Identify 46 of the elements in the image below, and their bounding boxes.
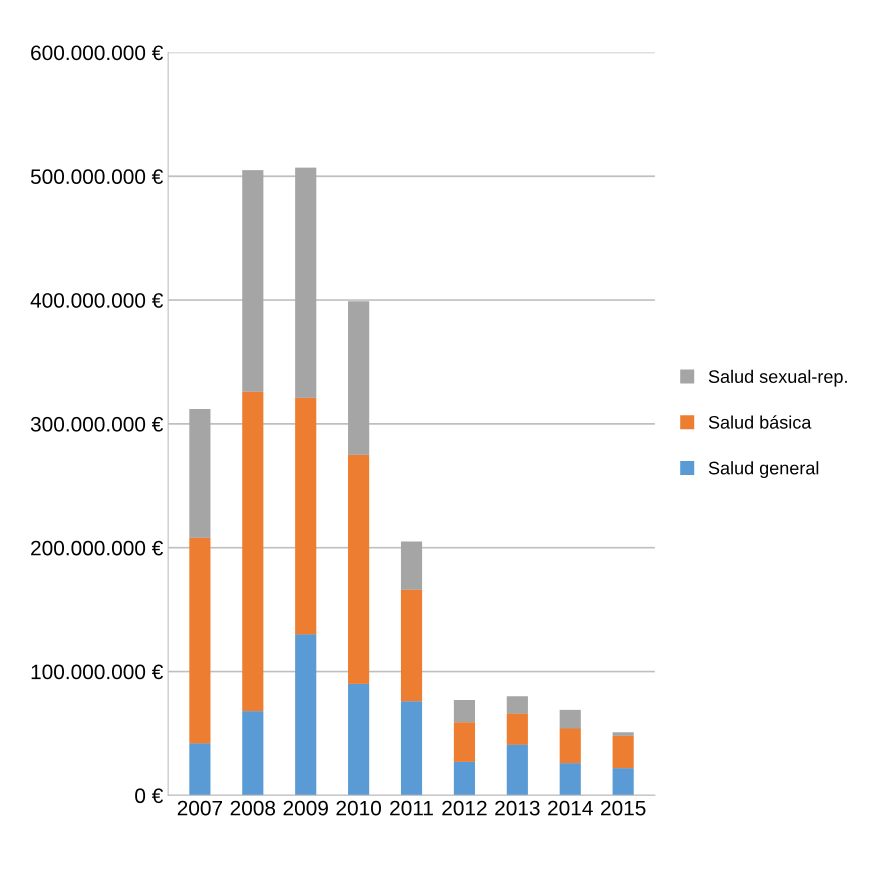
bar: [400, 701, 422, 796]
y-tick-label: 300.000.000 €: [30, 416, 164, 432]
y-tick-label: 100.000.000 €: [32, 664, 164, 680]
legend-label: Salud sexual-rep.: [708, 370, 847, 387]
bar: [400, 542, 422, 590]
x-tick-label: 2012: [442, 800, 487, 816]
bar: [242, 170, 264, 392]
bar: [560, 710, 581, 728]
legend-label: Salud básica: [708, 415, 812, 429]
bar: [400, 590, 422, 702]
bar: [348, 454, 370, 684]
bar: [189, 538, 210, 744]
legend-label: Salud general: [708, 461, 818, 478]
bar: [454, 722, 476, 762]
x-tick-label: 2008: [230, 800, 276, 816]
bar: [295, 398, 316, 634]
x-tick-label: 2015: [601, 800, 646, 816]
bar: [189, 409, 210, 538]
bar: [242, 711, 264, 796]
bar: [560, 728, 581, 764]
bar: [295, 634, 316, 796]
y-tick-label: 0 €: [135, 788, 163, 804]
bar: [189, 743, 210, 796]
y-tick-label: 400.000.000 €: [30, 293, 164, 308]
bar: [506, 714, 528, 745]
x-tick-label: 2011: [390, 800, 433, 816]
bar: [348, 301, 370, 455]
x-tick-label: 2013: [495, 800, 540, 816]
bar: [242, 392, 264, 712]
y-tick-label: 500.000.000 €: [30, 169, 164, 184]
bar: [612, 768, 634, 796]
bar: [560, 763, 581, 796]
x-tick-label: 2009: [284, 800, 328, 816]
bar: [612, 736, 634, 768]
y-tick-label: 200.000.000 €: [31, 540, 164, 556]
x-tick-label: 2010: [336, 800, 381, 816]
bar: [612, 732, 634, 736]
bar: [506, 696, 528, 714]
x-tick-label: 2007: [178, 800, 222, 816]
bar: [454, 700, 476, 722]
bar: [348, 684, 370, 796]
bar: [454, 762, 476, 796]
bar: [506, 744, 528, 796]
y-tick-label: 600.000.000 €: [31, 45, 164, 60]
bar: [295, 168, 316, 398]
x-tick-label: 2014: [548, 800, 593, 816]
